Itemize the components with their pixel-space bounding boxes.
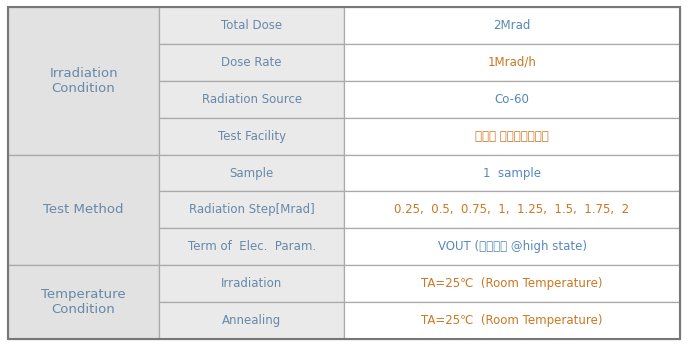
Text: Sample: Sample [230,167,274,179]
Bar [8,154,159,265]
Text: 2Mrad: 2Mrad [493,19,530,32]
Text: 고준위 방사선조사장치: 고준위 방사선조사장치 [475,130,549,143]
Bar [344,265,680,302]
Text: Test Facility: Test Facility [217,130,286,143]
Text: Radiation Step[Mrad]: Radiation Step[Mrad] [189,203,314,217]
Text: Irradiation: Irradiation [221,277,282,290]
Bar [344,154,680,192]
Bar [8,7,159,154]
Text: TA=25℃  (Room Temperature): TA=25℃ (Room Temperature) [421,277,603,290]
Text: Radiation Source: Radiation Source [202,93,301,106]
Text: 0.25,  0.5,  0.75,  1,  1.25,  1.5,  1.75,  2: 0.25, 0.5, 0.75, 1, 1.25, 1.5, 1.75, 2 [394,203,630,217]
Text: TA=25℃  (Room Temperature): TA=25℃ (Room Temperature) [421,314,603,327]
Bar [344,192,680,228]
Text: Dose Rate: Dose Rate [222,56,282,69]
Bar [8,265,159,339]
Text: Total Dose: Total Dose [221,19,282,32]
Bar [159,81,344,118]
Text: Co-60: Co-60 [495,93,530,106]
Bar [344,228,680,265]
Bar [159,192,344,228]
Text: Term of  Elec.  Param.: Term of Elec. Param. [188,240,316,253]
Text: Test Method: Test Method [43,203,124,217]
Text: 1Mrad/h: 1Mrad/h [488,56,537,69]
Bar [159,228,344,265]
Text: Temperature
Condition: Temperature Condition [41,288,126,316]
Bar [344,81,680,118]
Text: Irradiation
Condition: Irradiation Condition [50,67,118,95]
Bar [344,44,680,81]
Bar [344,302,680,339]
Bar [344,7,680,44]
Bar [159,154,344,192]
Text: Annealing: Annealing [222,314,281,327]
Bar [159,302,344,339]
Text: VOUT (피크전압 @high state): VOUT (피크전압 @high state) [438,240,586,253]
Bar [159,118,344,154]
Bar [159,7,344,44]
Bar [159,265,344,302]
Bar [159,44,344,81]
Text: 1  sample: 1 sample [483,167,541,179]
Bar [344,118,680,154]
